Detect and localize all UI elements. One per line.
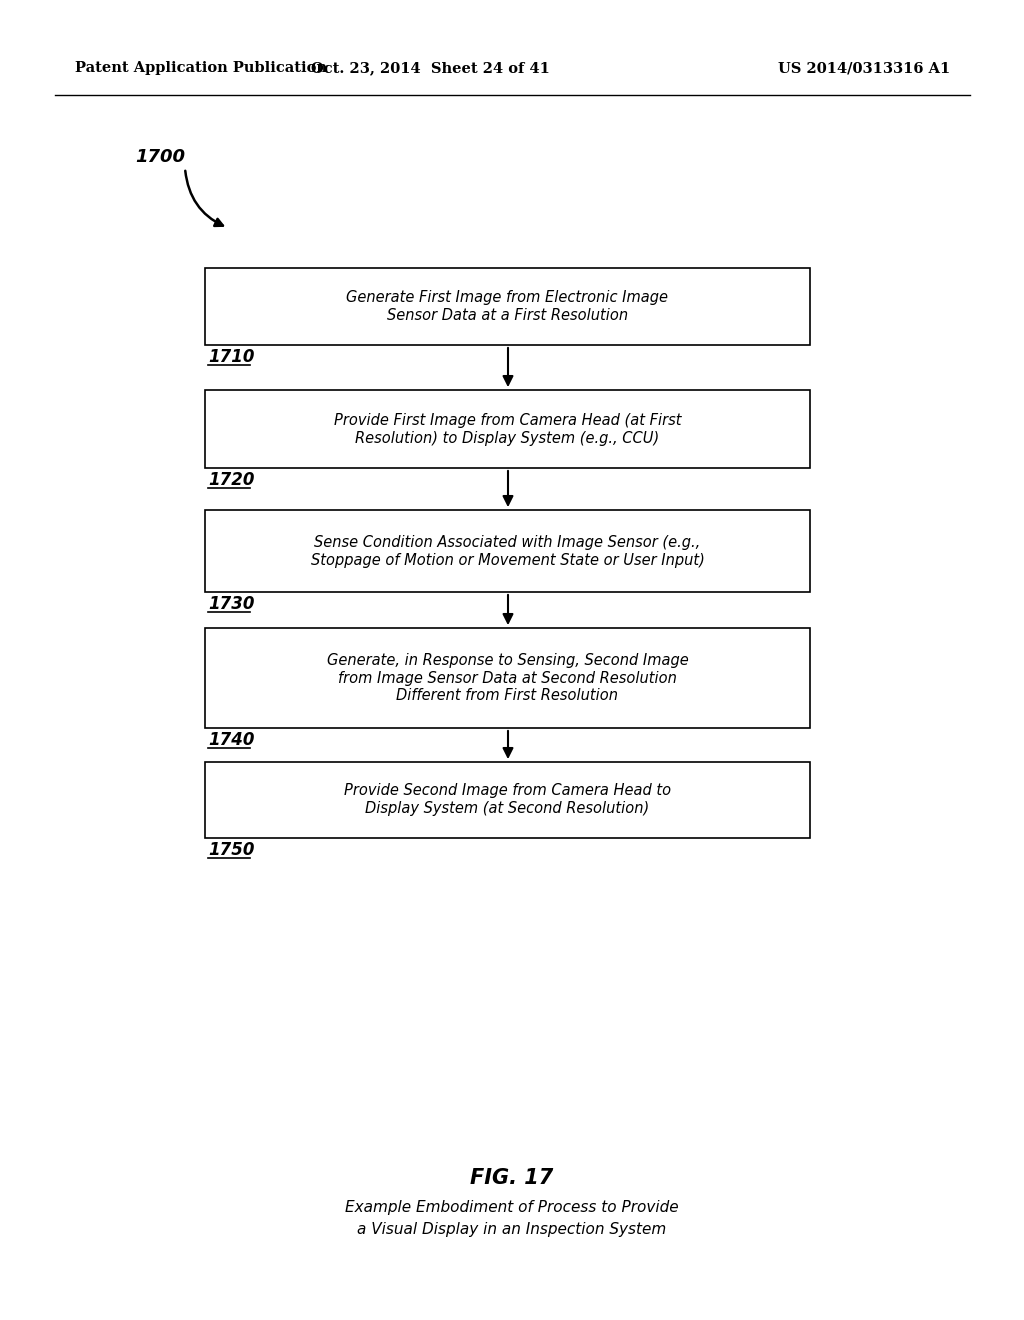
Bar bbox=[205, 268, 810, 345]
Text: Provide First Image from Camera Head (at First: Provide First Image from Camera Head (at… bbox=[334, 412, 681, 428]
Text: Patent Application Publication: Patent Application Publication bbox=[75, 61, 327, 75]
Text: 1720: 1720 bbox=[208, 471, 255, 488]
Text: a Visual Display in an Inspection System: a Visual Display in an Inspection System bbox=[357, 1222, 667, 1237]
Text: Different from First Resolution: Different from First Resolution bbox=[396, 689, 618, 704]
Text: Example Embodiment of Process to Provide: Example Embodiment of Process to Provide bbox=[345, 1200, 679, 1214]
Bar bbox=[205, 628, 810, 729]
Text: Stoppage of Motion or Movement State or User Input): Stoppage of Motion or Movement State or … bbox=[310, 553, 705, 568]
Text: Resolution) to Display System (e.g., CCU): Resolution) to Display System (e.g., CCU… bbox=[355, 430, 659, 446]
Bar bbox=[205, 389, 810, 469]
Text: Display System (at Second Resolution): Display System (at Second Resolution) bbox=[366, 801, 649, 817]
Text: FIG. 17: FIG. 17 bbox=[470, 1168, 554, 1188]
Text: 1710: 1710 bbox=[208, 348, 255, 366]
Text: 1700: 1700 bbox=[135, 148, 185, 166]
Text: Sense Condition Associated with Image Sensor (e.g.,: Sense Condition Associated with Image Se… bbox=[314, 535, 700, 549]
Bar bbox=[205, 510, 810, 591]
Text: 1730: 1730 bbox=[208, 595, 255, 612]
Text: Provide Second Image from Camera Head to: Provide Second Image from Camera Head to bbox=[344, 784, 671, 799]
Text: 1750: 1750 bbox=[208, 841, 255, 859]
Text: 1740: 1740 bbox=[208, 731, 255, 748]
Bar bbox=[205, 762, 810, 838]
Text: Generate, in Response to Sensing, Second Image: Generate, in Response to Sensing, Second… bbox=[327, 652, 688, 668]
Text: Oct. 23, 2014  Sheet 24 of 41: Oct. 23, 2014 Sheet 24 of 41 bbox=[310, 61, 550, 75]
Text: Sensor Data at a First Resolution: Sensor Data at a First Resolution bbox=[387, 308, 628, 323]
Text: US 2014/0313316 A1: US 2014/0313316 A1 bbox=[778, 61, 950, 75]
Text: from Image Sensor Data at Second Resolution: from Image Sensor Data at Second Resolut… bbox=[338, 671, 677, 685]
Text: Generate First Image from Electronic Image: Generate First Image from Electronic Ima… bbox=[346, 290, 669, 305]
